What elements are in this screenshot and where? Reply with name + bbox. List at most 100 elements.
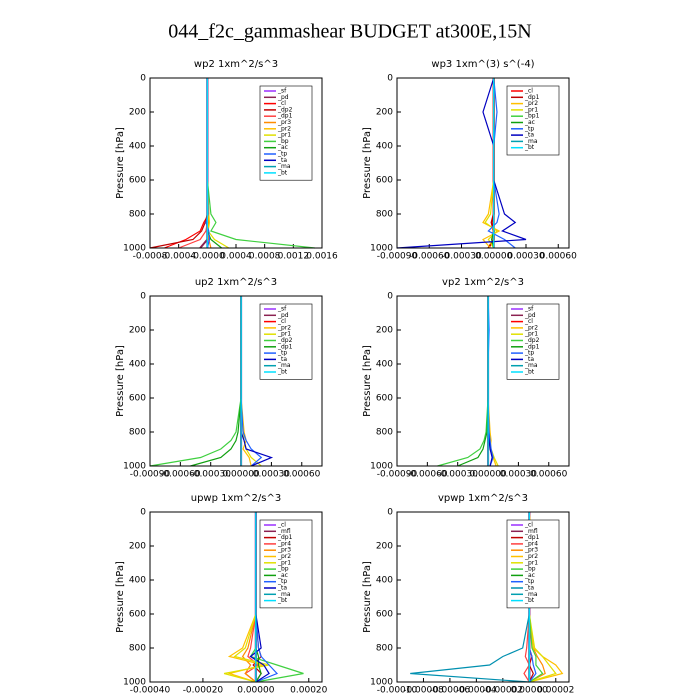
- legend-label: _cl: [524, 318, 533, 325]
- y-axis-label: Pressure [hPa]: [362, 561, 373, 633]
- y-tick-label: 600: [129, 176, 146, 186]
- legend-label: _ac: [524, 572, 535, 579]
- y-tick-label: 200: [376, 542, 393, 552]
- x-tick-label: 0.00030: [507, 252, 544, 262]
- legend-label: _mfl: [524, 528, 538, 535]
- y-tick-label: 800: [376, 210, 393, 220]
- legend-label: _pr4: [277, 540, 291, 547]
- y-tick-label: 600: [129, 394, 146, 404]
- x-tick-label: 0.00030: [500, 470, 537, 480]
- legend-label: _cl: [277, 100, 286, 107]
- x-tick-label: 0.00000: [237, 686, 274, 696]
- y-tick-label: 0: [387, 508, 393, 518]
- legend-label: _bp: [277, 566, 289, 573]
- legend-label: _ma: [277, 163, 291, 170]
- subplot-title: upwp 1xm^2/s^3: [191, 493, 281, 504]
- y-tick-label: 400: [376, 576, 393, 586]
- y-tick-label: 200: [376, 108, 393, 118]
- subplot-title: wp2 1xm^2/s^3: [194, 59, 278, 70]
- legend-label: _bt: [524, 597, 535, 604]
- legend-label: _dp2: [277, 337, 293, 344]
- legend-box: [259, 85, 313, 181]
- x-tick-label: -0.00090: [130, 470, 171, 480]
- x-tick-label: -0.00040: [130, 686, 171, 696]
- legend-label: _dp1: [277, 534, 293, 541]
- x-tick-label: -0.00060: [409, 252, 450, 262]
- legend-label: _bt: [524, 144, 535, 151]
- legend-label: _dp2: [524, 337, 540, 344]
- legend-label: _pr4: [524, 540, 538, 547]
- y-tick-label: 600: [376, 610, 393, 620]
- legend-label: _bt: [524, 369, 535, 376]
- x-tick-label: -0.00002: [483, 686, 523, 696]
- profile-line: [178, 78, 208, 249]
- legend-label: _pr2: [524, 553, 538, 560]
- legend-label: _bp: [524, 566, 536, 573]
- legend-label: _dp1: [277, 113, 293, 120]
- legend-label: _ma: [524, 138, 538, 145]
- subplot-title: up2 1xm^2/s^3: [195, 277, 277, 288]
- legend-label: _ac: [277, 144, 288, 151]
- legend-label: _tp: [277, 578, 287, 585]
- legend-label: _pr2: [277, 553, 291, 560]
- y-axis-label: Pressure [hPa]: [115, 561, 126, 633]
- x-tick-label: 0.00060: [283, 470, 320, 480]
- plot-frame: [149, 511, 323, 683]
- x-tick-label: 0.0004: [220, 252, 252, 262]
- y-tick-label: 600: [129, 610, 146, 620]
- profile-line: [190, 296, 242, 467]
- legend-label: _pr1: [524, 559, 538, 566]
- legend-label: _mfl: [277, 528, 291, 535]
- legend-label: _pd: [277, 312, 289, 319]
- legend-label: _ta: [277, 356, 287, 363]
- legend-label: _bp: [277, 138, 289, 145]
- profile-line: [206, 78, 230, 249]
- profile-line: [241, 512, 257, 683]
- plot-frame: [396, 77, 570, 249]
- legend-label: _ac: [524, 119, 535, 126]
- x-tick-label: 0.00000: [511, 686, 548, 696]
- x-tick-label: -0.00060: [160, 470, 201, 480]
- legend-label: _pr3: [277, 119, 291, 126]
- legend-label: _pr1: [277, 331, 291, 338]
- y-tick-label: 0: [387, 74, 393, 84]
- legend-label: _dp1: [524, 534, 540, 541]
- x-tick-label: 0.00000: [469, 470, 506, 480]
- x-tick-label: -0.0004: [161, 252, 196, 262]
- y-tick-label: 0: [140, 74, 146, 84]
- legend-label: _ma: [277, 362, 291, 369]
- y-tick-label: 400: [376, 142, 393, 152]
- legend-label: _dp1: [277, 343, 293, 350]
- legend-label: _pr2: [524, 324, 538, 331]
- x-tick-label: 0.0016: [306, 252, 338, 262]
- x-tick-label: 0.0008: [249, 252, 281, 262]
- legend-label: _bp1: [524, 113, 540, 120]
- y-tick-label: 800: [376, 644, 393, 654]
- y-tick-label: 0: [140, 508, 146, 518]
- legend-label: _dp1: [524, 94, 540, 101]
- legend-label: _pr1: [277, 559, 291, 566]
- subplot-title: vpwp 1xm^2/s^3: [438, 493, 528, 504]
- y-axis-label: Pressure [hPa]: [362, 127, 373, 199]
- legend-label: _bt: [277, 169, 288, 176]
- y-tick-label: 400: [376, 360, 393, 370]
- x-tick-label: 0.00030: [253, 470, 290, 480]
- x-tick-label: -0.00030: [437, 470, 478, 480]
- y-tick-label: 1000: [123, 462, 146, 472]
- figure-title: 044_f2c_gammashear BUDGET at300E,15N: [168, 21, 531, 43]
- profile-line: [396, 77, 527, 249]
- legend-label: _tp: [524, 578, 534, 585]
- y-tick-label: 0: [140, 292, 146, 302]
- legend-label: _sf: [524, 306, 534, 313]
- x-tick-label: -0.00090: [377, 252, 418, 262]
- legend-label: _sf: [277, 88, 287, 95]
- legend-label: _sf: [277, 306, 287, 313]
- legend-label: _ta: [524, 132, 534, 139]
- x-tick-label: -0.00060: [407, 470, 448, 480]
- legend-label: _cl: [524, 522, 533, 529]
- legend-label: _pr2: [277, 125, 291, 132]
- profile-line: [437, 296, 489, 467]
- x-tick-label: -0.0008: [133, 252, 168, 262]
- y-axis-label: Pressure [hPa]: [115, 127, 126, 199]
